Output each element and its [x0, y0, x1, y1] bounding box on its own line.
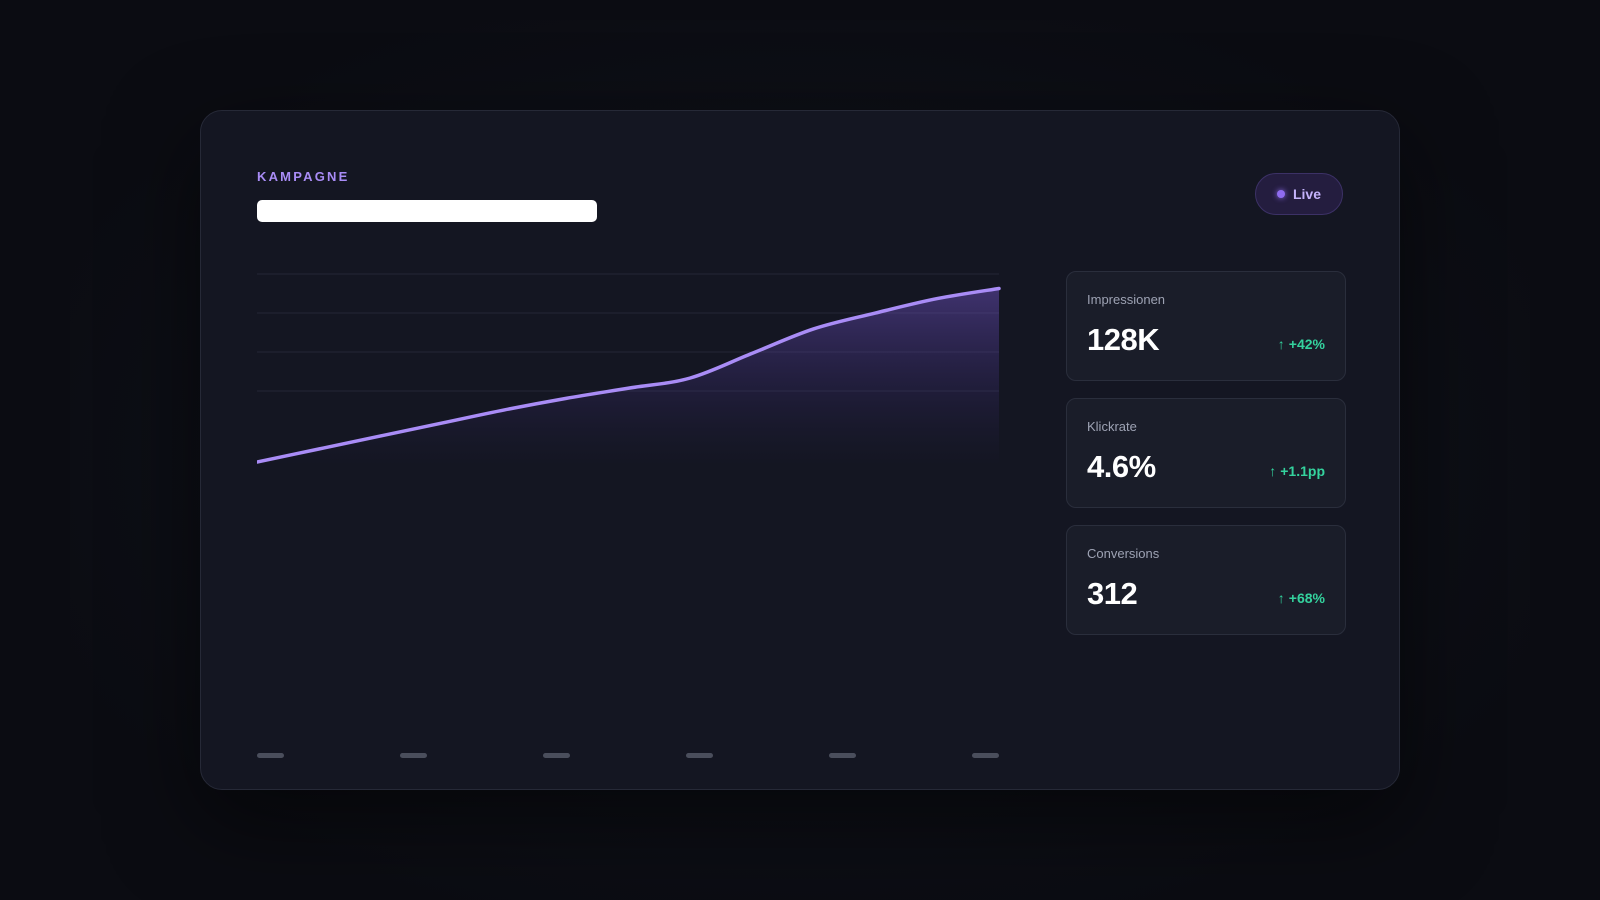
campaign-card: KAMPAGNE Live Impressionen 128K ↑ — [200, 110, 1400, 790]
x-tick-label — [543, 753, 570, 758]
stat-label: Impressionen — [1087, 292, 1166, 307]
stat-value: 128K — [1087, 322, 1160, 357]
chart-line — [257, 286, 1001, 464]
x-tick-label — [972, 753, 999, 758]
campaign-title-placeholder — [257, 200, 597, 222]
stat-delta-value: +1.1pp — [1280, 463, 1325, 479]
arrow-up-icon: ↑ — [1277, 590, 1285, 606]
x-tick-label — [400, 753, 427, 758]
stat-label: Klickrate — [1087, 419, 1137, 434]
arrow-up-icon: ↑ — [1277, 336, 1285, 352]
stat-card-clickrate[interactable]: Klickrate 4.6% ↑ +1.1pp — [1066, 398, 1346, 508]
stat-delta-value: +42% — [1288, 336, 1325, 352]
chart-svg — [257, 273, 1001, 758]
x-tick-label — [257, 753, 284, 758]
stats-panel: Impressionen 128K ↑ +42% Klickrate 4.6% … — [1066, 271, 1346, 652]
arrow-up-icon: ↑ — [1269, 463, 1277, 479]
stat-delta-value: +68% — [1288, 590, 1325, 606]
stat-delta: ↑ +68% — [1278, 590, 1325, 606]
stat-value: 312 — [1087, 576, 1138, 611]
x-tick-label — [686, 753, 713, 758]
campaign-eyebrow: KAMPAGNE — [257, 169, 350, 184]
stat-label: Conversions — [1087, 546, 1160, 561]
live-label: Live — [1292, 186, 1321, 202]
stat-card-impressions[interactable]: Impressionen 128K ↑ +42% — [1066, 271, 1346, 381]
stat-delta: ↑ +1.1pp — [1269, 463, 1325, 479]
campaign-chart — [257, 266, 1017, 766]
stat-value: 4.6% — [1087, 449, 1156, 484]
live-status-badge[interactable]: Live — [1255, 173, 1343, 215]
x-tick-label — [829, 753, 856, 758]
chart-area — [257, 288, 999, 466]
stat-card-conversions[interactable]: Conversions 312 ↑ +68% — [1066, 525, 1346, 635]
live-dot-icon — [1276, 190, 1285, 198]
stat-delta: ↑ +42% — [1278, 336, 1325, 352]
